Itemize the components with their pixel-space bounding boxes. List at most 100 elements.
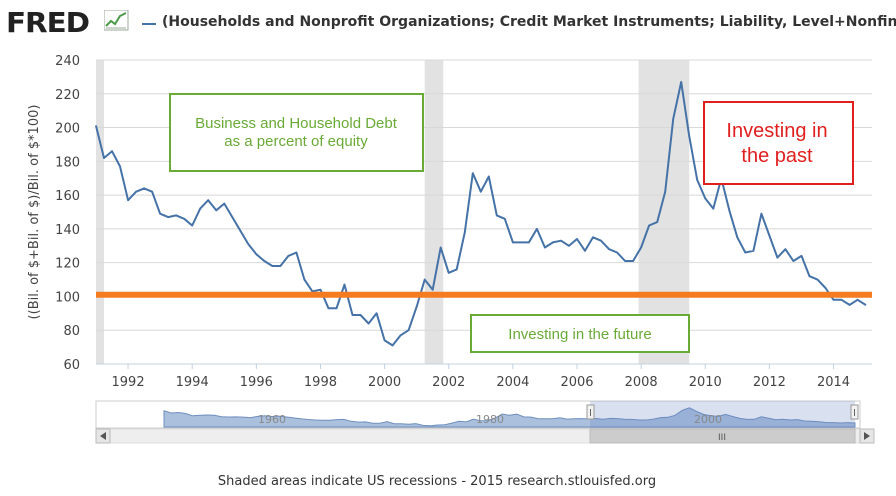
data-point [528, 241, 530, 244]
data-point [768, 234, 771, 237]
y-tick-label: 180 [55, 155, 80, 170]
x-tick-label: 2008 [625, 375, 658, 390]
data-point [816, 278, 819, 281]
legend-series-line [142, 23, 156, 25]
navigator-selection [590, 401, 855, 428]
recession-band-0 [96, 60, 105, 364]
recession-band-2 [638, 60, 690, 364]
data-point [488, 175, 490, 178]
data-point [279, 265, 282, 267]
navigator-label-1980: 1980 [476, 413, 504, 426]
data-point [536, 228, 538, 230]
data-point [239, 229, 242, 232]
data-point [856, 299, 859, 301]
series-points [95, 81, 867, 347]
scrollbar[interactable]: III [95, 428, 875, 444]
y-tick-label: 120 [55, 257, 80, 272]
data-point [504, 218, 506, 220]
range-navigator[interactable]: 1960 1980 2000 [95, 400, 861, 429]
x-tick-label: 2010 [689, 375, 722, 390]
data-point [287, 255, 290, 257]
annotation-box-business [169, 93, 424, 172]
data-point [359, 314, 362, 316]
data-point [103, 157, 105, 159]
data-point [792, 260, 795, 262]
data-point [472, 172, 474, 174]
recession-band-1 [424, 60, 444, 364]
y-axis-label: ((Bil. of $+Bil. of $)/Bil. of $*100) [27, 105, 42, 320]
data-point [375, 312, 378, 315]
data-point [175, 214, 177, 217]
fred-logo[interactable]: FRED [6, 6, 90, 39]
y-tick-label: 60 [63, 358, 80, 373]
data-point [295, 251, 298, 254]
data-point [496, 214, 498, 217]
data-point [688, 135, 690, 137]
x-tick-label: 2000 [368, 375, 401, 390]
data-point [520, 241, 522, 244]
data-point [439, 246, 442, 249]
data-point [111, 150, 113, 152]
data-point [752, 250, 755, 252]
annotation-box-future [470, 314, 690, 353]
y-tick-label: 160 [55, 189, 80, 204]
data-point [592, 236, 594, 239]
data-point [263, 260, 266, 262]
x-tick-label: 1998 [304, 375, 337, 390]
navigator-label-1960: 1960 [258, 413, 286, 426]
data-point [191, 224, 193, 227]
y-tick-label: 80 [63, 324, 80, 339]
series-title: (Households and Nonprofit Organizations;… [162, 14, 896, 30]
data-point [672, 118, 674, 120]
data-point [616, 251, 618, 254]
data-point [447, 272, 450, 274]
data-point [712, 207, 715, 210]
data-point [608, 248, 610, 250]
navigator-area [163, 407, 856, 428]
scroll-left-arrow-icon [100, 432, 106, 440]
data-point [167, 216, 169, 218]
data-point [143, 187, 145, 190]
data-point [391, 344, 394, 347]
data-point [383, 339, 386, 342]
scrollbar-thumb-grip: III [718, 433, 726, 443]
data-point [415, 305, 418, 308]
data-point [640, 246, 642, 249]
data-point [231, 216, 234, 218]
recession-shading [96, 60, 690, 364]
data-point [600, 239, 602, 242]
x-tick-label: 2006 [560, 375, 593, 390]
data-point [696, 179, 698, 181]
data-point [327, 307, 330, 310]
y-tick-label: 220 [55, 88, 80, 103]
data-point [135, 190, 137, 193]
x-tick-label: 2012 [753, 375, 786, 390]
data-point [584, 250, 586, 252]
data-point [808, 275, 811, 278]
data-point [560, 239, 562, 242]
data-point [127, 199, 129, 201]
data-point [464, 231, 466, 234]
data-point [223, 202, 226, 205]
data-point [840, 299, 843, 301]
data-point [95, 125, 97, 127]
data-point [736, 236, 739, 239]
data-point [656, 221, 658, 223]
data-point [335, 307, 338, 310]
annotations: Business and Household Debt as a percent… [169, 93, 854, 353]
data-point [744, 251, 747, 254]
data-point [159, 212, 161, 215]
x-axis-ticks: 1992 1994 1996 1998 2000 2002 2004 2006 2008 2010… [112, 364, 850, 390]
data-point [215, 209, 217, 212]
x-tick-label: 2002 [432, 375, 465, 390]
y-tick-label: 140 [55, 223, 80, 238]
data-point [480, 190, 482, 193]
data-point [303, 278, 306, 281]
data-point [624, 260, 626, 262]
data-point [824, 287, 827, 289]
scrollbar-thumb[interactable] [589, 428, 856, 444]
y-tick-label: 200 [55, 122, 80, 137]
footer-note: Shaded areas indicate US recessions - 20… [0, 474, 896, 489]
x-tick-label: 2004 [496, 375, 529, 390]
